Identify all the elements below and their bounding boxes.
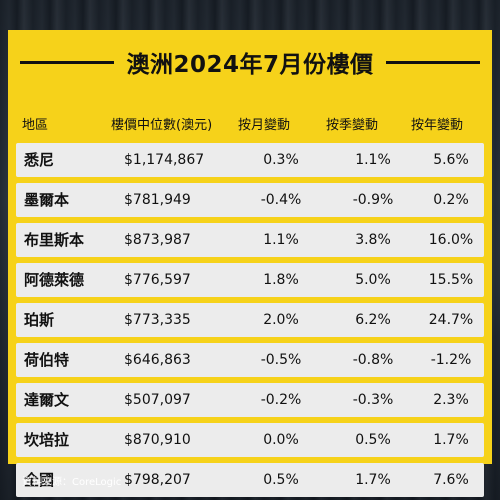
quarterly-change-cell: 3.8% — [355, 232, 391, 248]
monthly-change-cell: -0.4% — [260, 192, 302, 208]
region-cell: 全國 — [24, 471, 55, 489]
header-quarterly-change: 按季變動 — [326, 118, 379, 133]
annual-change-cell: 16.0% — [428, 232, 474, 248]
header-annual-change: 按年變動 — [411, 118, 464, 133]
title-right-rule — [385, 60, 480, 64]
table-row: 阿德萊德 $776,597 1.8% 5.0% 15.5% — [16, 263, 484, 297]
median-price-cell: $646,863 — [124, 352, 191, 368]
region-cell: 墨爾本 — [24, 191, 70, 209]
page-title: 澳洲2024年7月份樓價 — [126, 52, 374, 78]
table-row: 全國 $798,207 0.5% 1.7% 7.6% — [16, 463, 484, 497]
median-price-cell: $870,910 — [124, 432, 191, 448]
annual-change-cell: 15.5% — [428, 272, 474, 288]
annual-change-cell: 5.6% — [433, 152, 469, 168]
quarterly-change-cell: 0.5% — [355, 432, 391, 448]
source-note: 資料來源：CoreLogic — [22, 477, 122, 488]
quarterly-change-cell: -0.9% — [352, 192, 394, 208]
annual-change-cell: -1.2% — [430, 352, 472, 368]
median-price-cell: $507,097 — [124, 392, 191, 408]
quarterly-change-cell: 6.2% — [355, 312, 391, 328]
median-price-cell: $776,597 — [124, 272, 191, 288]
median-price-cell: $873,987 — [124, 232, 191, 248]
region-cell: 坎培拉 — [24, 431, 70, 449]
table-row: 珀斯 $773,335 2.0% 6.2% 24.7% — [16, 303, 484, 337]
median-price-cell: $1,174,867 — [124, 152, 205, 168]
quarterly-change-cell: 5.0% — [355, 272, 391, 288]
median-price-cell: $798,207 — [124, 472, 191, 488]
quarterly-change-cell: -0.3% — [352, 392, 394, 408]
quarterly-change-cell: 1.7% — [355, 472, 391, 488]
region-cell: 達爾文 — [24, 391, 70, 409]
title-left-rule — [20, 60, 115, 64]
region-cell: 悉尼 — [24, 151, 55, 169]
region-cell: 布里斯本 — [24, 231, 85, 249]
price-table-card: 澳洲2024年7月份樓價 地區 樓價中位數(澳元) 按月變動 按季變動 按年變動… — [8, 30, 492, 497]
monthly-change-cell: 0.5% — [263, 472, 299, 488]
table-row: 悉尼 $1,174,867 0.3% 1.1% 5.6% — [16, 143, 484, 177]
quarterly-change-cell: -0.8% — [352, 352, 394, 368]
region-cell: 珀斯 — [24, 311, 55, 329]
header-median-price: 樓價中位數(澳元) — [111, 118, 213, 133]
table-row: 墨爾本 $781,949 -0.4% -0.9% 0.2% — [16, 183, 484, 217]
monthly-change-cell: 0.0% — [263, 432, 299, 448]
table-row: 荷伯特 $646,863 -0.5% -0.8% -1.2% — [16, 343, 484, 377]
annual-change-cell: 0.2% — [433, 192, 469, 208]
monthly-change-cell: 1.1% — [263, 232, 299, 248]
median-price-cell: $781,949 — [124, 192, 191, 208]
median-price-cell: $773,335 — [124, 312, 191, 328]
header-monthly-change: 按月變動 — [238, 118, 291, 133]
table-header: 地區 樓價中位數(澳元) 按月變動 按季變動 按年變動 — [8, 114, 492, 136]
header-region: 地區 — [22, 118, 49, 133]
table-row: 達爾文 $507,097 -0.2% -0.3% 2.3% — [16, 383, 484, 417]
annual-change-cell: 24.7% — [428, 312, 474, 328]
table-row: 布里斯本 $873,987 1.1% 3.8% 16.0% — [16, 223, 484, 257]
title-row: 澳洲2024年7月份樓價 — [8, 40, 492, 84]
monthly-change-cell: 1.8% — [263, 272, 299, 288]
annual-change-cell: 1.7% — [433, 432, 469, 448]
region-cell: 阿德萊德 — [24, 271, 85, 289]
region-cell: 荷伯特 — [24, 351, 70, 369]
monthly-change-cell: -0.5% — [260, 352, 302, 368]
monthly-change-cell: -0.2% — [260, 392, 302, 408]
monthly-change-cell: 0.3% — [263, 152, 299, 168]
monthly-change-cell: 2.0% — [263, 312, 299, 328]
annual-change-cell: 2.3% — [433, 392, 469, 408]
annual-change-cell: 7.6% — [433, 472, 469, 488]
quarterly-change-cell: 1.1% — [355, 152, 391, 168]
table-row: 坎培拉 $870,910 0.0% 0.5% 1.7% — [16, 423, 484, 457]
